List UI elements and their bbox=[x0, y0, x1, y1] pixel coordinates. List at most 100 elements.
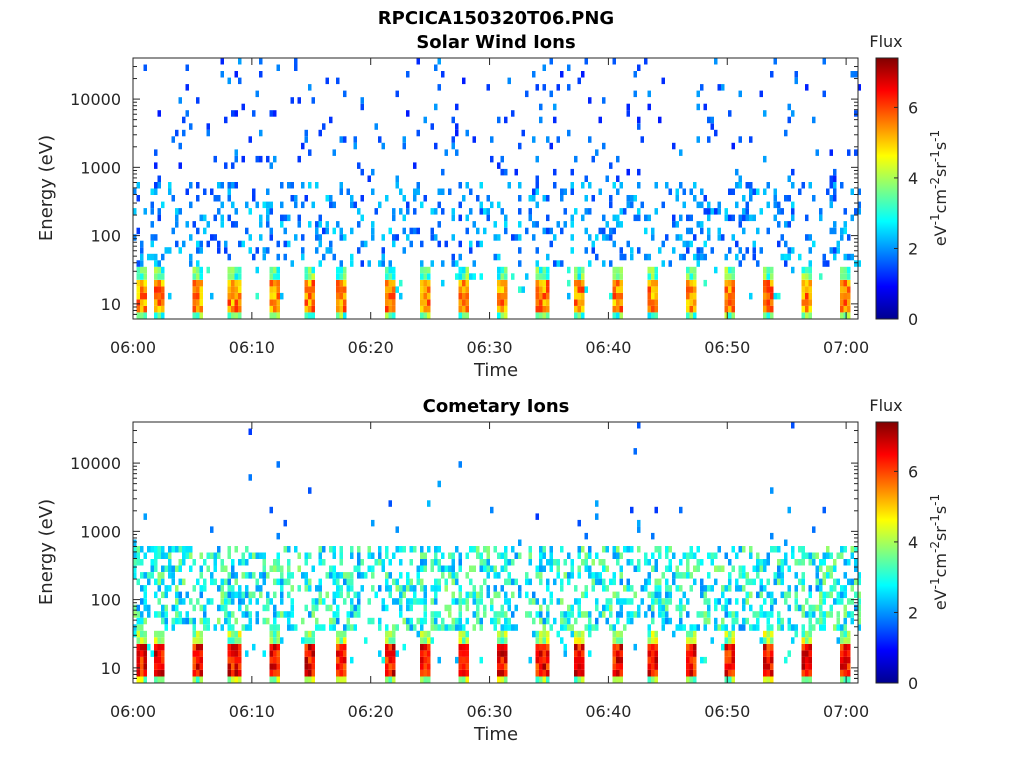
heatmap-cell bbox=[336, 591, 340, 599]
heatmap-cell bbox=[577, 637, 581, 644]
heatmap-cell bbox=[339, 136, 343, 143]
heatmap-cell bbox=[637, 64, 641, 71]
heatmap-cell bbox=[777, 624, 781, 631]
heatmap-cell bbox=[525, 90, 529, 98]
heatmap-cell bbox=[696, 611, 700, 618]
heatmap-cell bbox=[728, 279, 732, 287]
heatmap-cell bbox=[724, 676, 728, 683]
heatmap-cell bbox=[227, 552, 231, 559]
x-tick-label: 06:40 bbox=[585, 338, 631, 357]
heatmap-cell bbox=[444, 604, 448, 612]
heatmap-cell bbox=[535, 630, 539, 638]
panel-cometary-ions: Cometary Ions 06:00 06:10 06:20 06:30 06:40 0… bbox=[36, 396, 950, 745]
panel-title: Solar Wind Ions bbox=[416, 32, 575, 53]
heatmap-cell bbox=[595, 578, 599, 586]
heatmap-cell bbox=[766, 643, 770, 651]
heatmap-cell bbox=[136, 663, 140, 670]
heatmap-cell bbox=[560, 578, 564, 586]
heatmap-cell bbox=[402, 617, 406, 625]
heatmap-cell bbox=[189, 253, 193, 261]
heatmap-cell bbox=[479, 656, 483, 664]
heatmap-cell bbox=[546, 578, 550, 586]
heatmap-cell bbox=[350, 201, 354, 209]
heatmap-cell bbox=[318, 585, 322, 592]
heatmap-cell bbox=[458, 240, 462, 248]
heatmap-cell bbox=[815, 565, 819, 572]
heatmap-cell bbox=[647, 292, 651, 300]
heatmap-cell bbox=[819, 611, 823, 618]
heatmap-cell bbox=[136, 611, 140, 618]
heatmap-cell bbox=[192, 305, 196, 313]
heatmap-cell bbox=[514, 234, 518, 241]
heatmap-cell bbox=[325, 247, 329, 254]
heatmap-cell bbox=[602, 578, 606, 586]
heatmap-cell bbox=[808, 260, 812, 267]
heatmap-cell bbox=[199, 273, 203, 280]
heatmap-cell bbox=[812, 611, 816, 618]
heatmap-cell bbox=[619, 266, 623, 274]
heatmap-cell bbox=[745, 591, 749, 599]
heatmap-cell bbox=[311, 299, 315, 306]
heatmap-cell bbox=[227, 591, 231, 599]
heatmap-cell bbox=[465, 299, 469, 306]
heatmap-cell bbox=[231, 559, 235, 566]
heatmap-cell bbox=[199, 279, 203, 287]
heatmap-cell bbox=[703, 279, 707, 287]
heatmap-cell bbox=[500, 565, 504, 572]
heatmap-cell bbox=[801, 572, 805, 579]
y-tick-label: 1000 bbox=[80, 522, 121, 541]
heatmap-cell bbox=[738, 260, 742, 267]
heatmap-cell bbox=[332, 572, 336, 579]
heatmap-cell bbox=[318, 559, 322, 566]
heatmap-cell bbox=[458, 650, 462, 657]
heatmap-cell bbox=[161, 312, 165, 319]
heatmap-cell bbox=[742, 208, 746, 215]
heatmap-cell bbox=[178, 611, 182, 618]
heatmap-cell bbox=[451, 234, 455, 241]
heatmap-cell bbox=[304, 585, 308, 592]
heatmap-cell bbox=[476, 611, 480, 618]
heatmap-cell bbox=[703, 617, 707, 625]
heatmap-cell bbox=[829, 175, 833, 182]
heatmap-cell bbox=[647, 650, 651, 657]
heatmap-cell bbox=[392, 240, 396, 248]
heatmap-cell bbox=[157, 312, 161, 319]
heatmap-cell bbox=[385, 279, 389, 287]
heatmap-cell bbox=[500, 637, 504, 644]
heatmap-cell bbox=[658, 604, 662, 612]
heatmap-cell bbox=[161, 617, 165, 625]
heatmap-cell bbox=[346, 585, 350, 592]
heatmap-cell bbox=[539, 266, 543, 274]
heatmap-cell bbox=[231, 624, 235, 631]
heatmap-cell bbox=[304, 552, 308, 559]
heatmap-cell bbox=[276, 64, 280, 71]
heatmap-cell bbox=[735, 598, 739, 605]
heatmap-cell bbox=[234, 578, 238, 586]
heatmap-cell bbox=[441, 572, 445, 579]
heatmap-cell bbox=[311, 598, 315, 605]
heatmap-cell bbox=[525, 572, 529, 579]
heatmap-cell bbox=[735, 617, 739, 625]
heatmap-cell bbox=[462, 195, 466, 202]
heatmap-cell bbox=[567, 129, 571, 137]
heatmap-cell bbox=[402, 227, 406, 235]
heatmap-cell bbox=[822, 260, 826, 267]
heatmap-cell bbox=[752, 253, 756, 261]
heatmap-cell bbox=[185, 617, 189, 625]
heatmap-cell bbox=[780, 565, 784, 572]
colorbar-tick-label: 2 bbox=[908, 239, 918, 258]
heatmap-cell bbox=[528, 656, 532, 664]
heatmap-cell bbox=[171, 578, 175, 586]
heatmap-cell bbox=[367, 175, 371, 182]
heatmap-cell bbox=[693, 552, 697, 559]
heatmap-cell bbox=[574, 208, 578, 215]
heatmap-cell bbox=[780, 559, 784, 566]
heatmap-cell bbox=[819, 617, 823, 625]
heatmap-cell bbox=[479, 552, 483, 559]
heatmap-cell bbox=[374, 591, 378, 599]
heatmap-cell bbox=[185, 591, 189, 599]
heatmap-cell bbox=[157, 299, 161, 306]
heatmap-cell bbox=[560, 617, 564, 625]
heatmap-cell bbox=[161, 572, 165, 579]
heatmap-cell bbox=[808, 552, 812, 559]
